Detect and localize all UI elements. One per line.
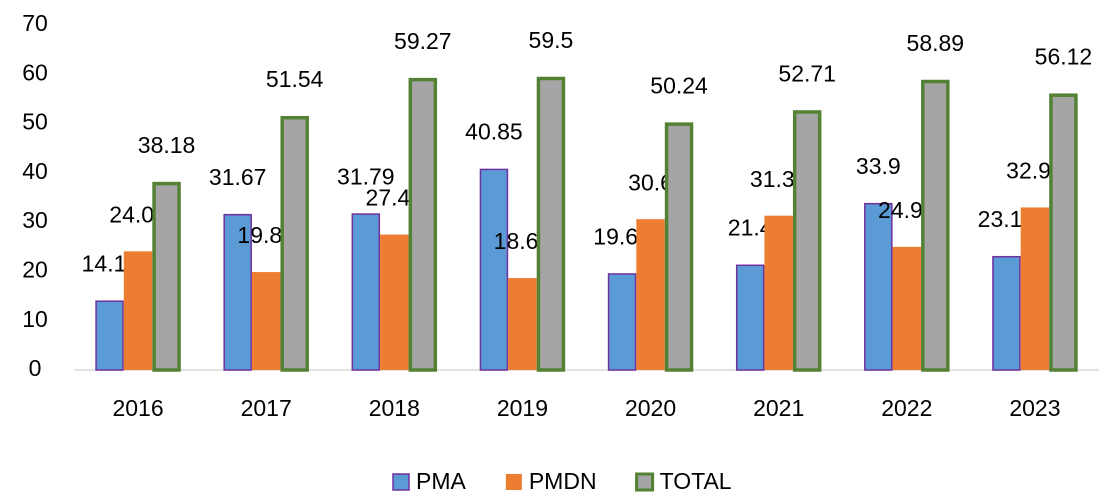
bar (95, 300, 124, 371)
bar (152, 181, 181, 372)
y-tick-label: 70 (22, 10, 48, 36)
bar (123, 251, 153, 370)
legend-label: TOTAL (660, 468, 732, 494)
bar (508, 278, 537, 370)
y-tick-label: 0 (29, 355, 42, 381)
bar (764, 215, 793, 370)
bar (735, 264, 765, 371)
bar (1020, 207, 1050, 370)
bar (380, 234, 409, 370)
x-tick-label: 2022 (881, 395, 932, 421)
data-label: 51.54 (266, 66, 324, 92)
bar (536, 76, 566, 372)
data-label: 31.67 (209, 164, 267, 190)
y-tick-label: 10 (22, 306, 48, 332)
bar (664, 122, 694, 372)
bar (992, 255, 1021, 371)
bar (1049, 93, 1078, 372)
data-label: 40.85 (465, 119, 523, 145)
y-tick-label: 40 (22, 158, 48, 184)
y-tick-label: 20 (22, 257, 48, 283)
bar (792, 110, 822, 372)
x-tick-label: 2023 (1009, 395, 1060, 421)
y-tick-label: 50 (22, 109, 48, 135)
x-tick-label: 2016 (112, 395, 163, 421)
bar (864, 202, 893, 371)
bar (921, 79, 950, 372)
bar (251, 272, 281, 370)
data-label: 59.27 (394, 28, 452, 54)
data-label: 31.79 (337, 163, 395, 189)
x-tick-label: 2020 (625, 395, 676, 421)
bar (351, 213, 381, 371)
bar (607, 273, 637, 371)
x-tick-label: 2017 (241, 395, 292, 421)
legend-swatch (505, 474, 522, 490)
x-tick-label: 2021 (753, 395, 804, 421)
bar (280, 115, 309, 372)
bar (892, 246, 922, 370)
data-label: 33.9 (856, 153, 901, 179)
legend-label: PMA (416, 468, 467, 494)
bar (223, 213, 252, 371)
bar (636, 219, 665, 370)
legend-label: PMDN (529, 468, 597, 494)
x-tick-label: 2019 (497, 395, 548, 421)
bar (408, 77, 438, 372)
bar (479, 168, 509, 371)
data-label: 59.5 (529, 27, 574, 53)
y-tick-label: 60 (22, 59, 48, 85)
data-label: 58.89 (907, 30, 965, 56)
data-label: 56.12 (1035, 43, 1093, 69)
data-label: 50.24 (650, 72, 708, 98)
legend-swatch (635, 472, 655, 492)
data-label: 52.71 (778, 60, 836, 86)
y-tick-label: 30 (22, 207, 48, 233)
x-tick-label: 2018 (369, 395, 420, 421)
legend-swatch (392, 473, 410, 491)
data-label: 38.18 (138, 132, 196, 158)
